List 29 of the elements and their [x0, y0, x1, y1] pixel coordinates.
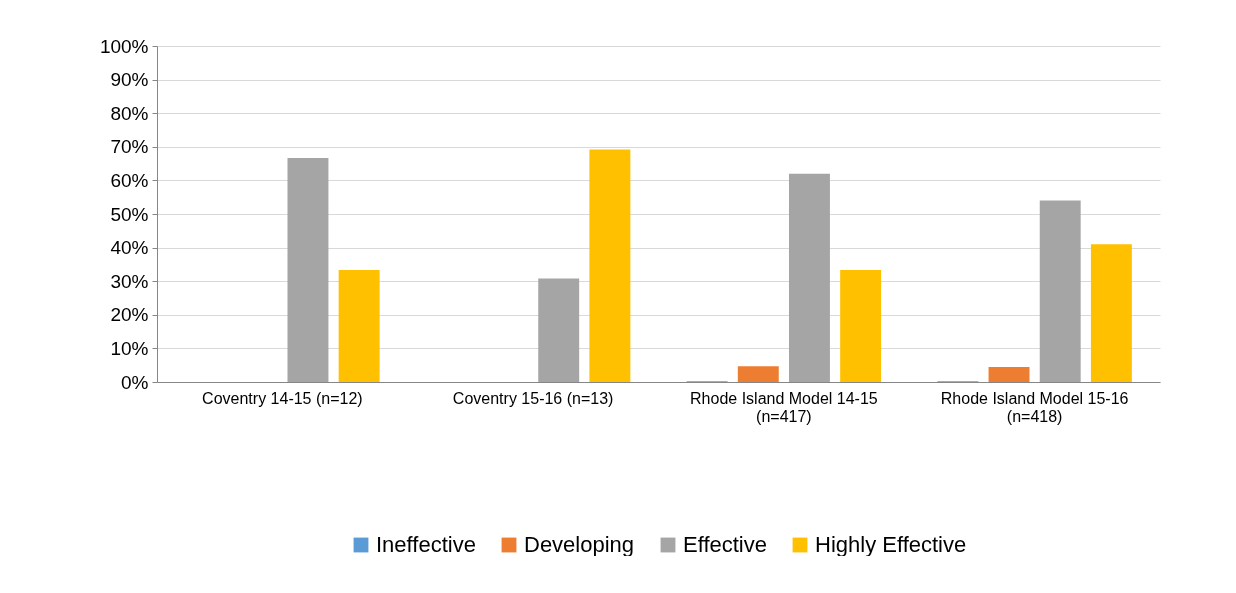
y-tick-label: 0% [121, 371, 149, 393]
x-tick-label: Coventry 15-16 (n=13) [452, 389, 614, 407]
x-tick-label: Coventry 14-15 (n=12) [202, 389, 363, 407]
y-tick-label: 20% [110, 304, 149, 326]
bar [538, 278, 580, 382]
y-tick-label: 30% [110, 270, 149, 292]
x-tick-label: Rhode Island Model 15-16 (n=418) [940, 389, 1129, 425]
bar [589, 149, 631, 382]
bar [287, 157, 329, 382]
legend-label: Highly Effective [815, 532, 967, 557]
bar [737, 366, 779, 382]
y-tick-label: 60% [110, 169, 149, 191]
y-tick-label: 50% [110, 203, 149, 225]
bar [788, 173, 830, 382]
y-tick-label: 10% [110, 337, 149, 359]
legend-label: Developing [524, 532, 635, 557]
y-tick-label: 70% [110, 136, 149, 158]
y-tick-label: 100% [99, 35, 149, 57]
bar [1039, 200, 1081, 382]
y-tick-label: 90% [110, 69, 149, 91]
bar [1090, 244, 1132, 382]
bar [988, 366, 1030, 382]
legend-label: Effective [683, 532, 767, 557]
bar [338, 270, 380, 382]
legend-label: Ineffective [376, 532, 476, 557]
x-tick-label: Rhode Island Model 14-15 (n=417) [690, 389, 878, 425]
y-tick-label: 80% [110, 102, 149, 124]
bar [840, 270, 882, 382]
y-tick-label: 40% [110, 237, 149, 259]
